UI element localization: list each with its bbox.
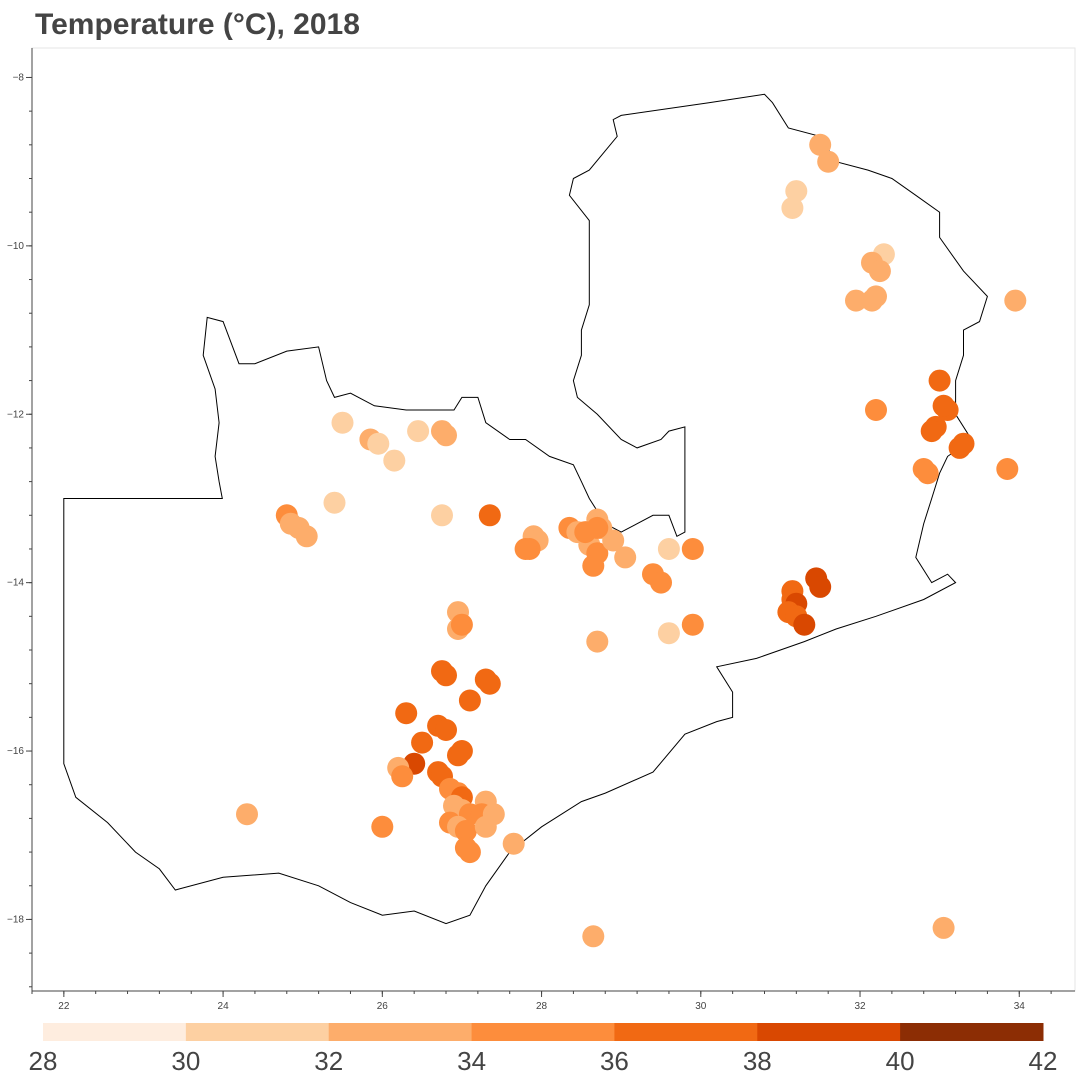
plot-frame [31, 47, 1076, 992]
data-point [435, 664, 457, 687]
data-point [657, 538, 680, 560]
data-point [920, 420, 943, 443]
axes: 22 24 26 28 30 32 34 −8 −10 −12 −14 −16 −18 [7, 48, 1075, 1012]
data-point [391, 765, 414, 788]
x-tick-label: 28 [536, 1001, 548, 1012]
country-border [63, 93, 988, 925]
data-point [435, 719, 457, 741]
x-tick-label: 22 [58, 1001, 70, 1012]
data-point [450, 740, 473, 762]
border-outline [63, 93, 988, 925]
data-point [323, 491, 346, 514]
colorbar-tick-label: 28 [29, 1046, 58, 1076]
data-point [450, 613, 473, 636]
x-tick-label: 34 [1014, 1001, 1026, 1012]
data-point [367, 432, 390, 455]
colorbar-tick-label: 36 [600, 1046, 629, 1076]
colorbar-tick-label: 34 [457, 1046, 486, 1076]
data-point [650, 571, 672, 594]
data-point [295, 525, 318, 548]
colorbar-tick-label: 40 [886, 1046, 915, 1076]
data-point [845, 289, 867, 312]
data-point [582, 554, 605, 577]
data-point [514, 538, 537, 560]
colorbar-tick-label: 38 [743, 1046, 772, 1076]
y-tick-label: −18 [7, 914, 24, 925]
data-point [586, 516, 609, 539]
data-point [868, 260, 891, 283]
data-point [809, 133, 832, 156]
colorbar-segment [43, 1023, 187, 1041]
data-point [331, 411, 354, 434]
data-point [681, 538, 704, 560]
data-point [932, 916, 955, 939]
data-point [236, 803, 258, 826]
colorbar-tick-label: 32 [314, 1046, 343, 1076]
data-point [817, 150, 840, 173]
data-point [474, 815, 497, 838]
colorbar-segment [900, 1023, 1044, 1041]
x-tick-label: 26 [377, 1001, 389, 1012]
data-point [932, 394, 955, 417]
y-tick-label: −16 [7, 746, 24, 757]
y-tick-label: −12 [7, 409, 24, 420]
data-point [395, 702, 418, 725]
data-point [474, 668, 497, 691]
colorbar-segment [614, 1023, 758, 1041]
data-points [236, 133, 1027, 948]
data-point [602, 529, 625, 552]
data-point [454, 820, 477, 842]
colorbar-segment [185, 1023, 330, 1041]
chart-title: Temperature (°C), 2018 [35, 8, 360, 41]
data-point [586, 630, 609, 653]
data-point [614, 546, 637, 569]
colorbar-tick-label: 30 [171, 1046, 200, 1076]
data-point [865, 285, 887, 308]
data-point [407, 420, 430, 443]
data-point [383, 449, 406, 472]
data-point [809, 575, 832, 598]
data-point [435, 424, 457, 447]
y-tick-label: −10 [7, 241, 24, 252]
data-point [458, 841, 481, 864]
data-point [785, 180, 808, 203]
colorbar: 28 30 32 34 36 38 40 42 [29, 1023, 1058, 1076]
data-point [502, 832, 525, 855]
colorbar-segment [471, 1023, 615, 1041]
data-point [681, 613, 704, 636]
data-point [411, 731, 434, 754]
x-tick-label: 24 [218, 1001, 230, 1012]
data-point [371, 815, 394, 838]
data-point [1004, 289, 1027, 312]
data-point [781, 197, 804, 219]
colorbar-tick-label: 42 [1029, 1046, 1058, 1076]
data-point [793, 613, 816, 636]
colorbar-segment [328, 1023, 473, 1041]
data-point [952, 432, 975, 455]
x-tick-label: 30 [695, 1001, 707, 1012]
y-tick-label: −14 [7, 578, 24, 589]
data-point [865, 399, 887, 421]
x-tick-label: 32 [854, 1001, 866, 1012]
colorbar-segment [757, 1023, 901, 1041]
data-point [478, 504, 501, 527]
data-point [657, 622, 680, 645]
y-tick-label: −8 [13, 72, 25, 83]
data-point [928, 369, 951, 392]
data-point [431, 504, 453, 527]
data-point [458, 689, 481, 712]
data-point [996, 458, 1019, 480]
data-point [582, 925, 605, 948]
data-point [916, 462, 939, 485]
